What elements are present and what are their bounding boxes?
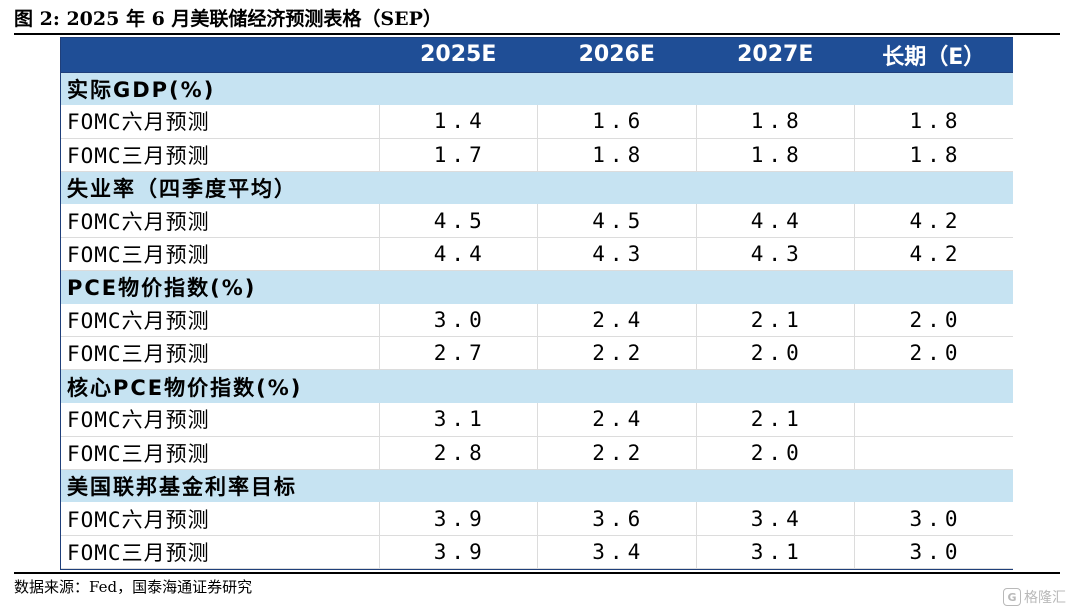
value-cell: 2.4: [537, 303, 696, 338]
row-label: FOMC六月预测: [61, 502, 379, 536]
table-row: FOMC三月预测 1.7 1.8 1.8 1.8: [61, 138, 1013, 172]
section-row: 失业率（四季度平均）: [61, 170, 1013, 205]
value-cell: 2.1: [695, 303, 855, 338]
value-cell: 1.8: [695, 138, 855, 172]
row-label: FOMC三月预测: [61, 535, 379, 570]
value-cell: 3.0: [854, 535, 1013, 570]
value-cell: 2.4: [537, 402, 696, 437]
value-cell: 2.0: [695, 436, 855, 470]
row-label: FOMC三月预测: [61, 237, 379, 272]
row-label: FOMC六月预测: [61, 204, 379, 238]
figure-title: 图 2: 2025 年 6 月美联储经济预测表格（SEP）: [14, 8, 442, 30]
table-row: FOMC六月预测 3.1 2.4 2.1: [61, 402, 1013, 437]
section-label: 核心PCE物价指数(%): [61, 369, 1013, 403]
value-cell: 2.0: [695, 336, 855, 371]
value-cell: 3.9: [378, 535, 538, 570]
value-cell: 4.3: [537, 237, 696, 272]
value-cell: 3.0: [378, 303, 538, 338]
header-row: 2025E 2026E 2027E 长期（E）: [61, 38, 1013, 73]
value-cell: 4.5: [378, 204, 538, 238]
value-cell: 1.8: [854, 105, 1013, 139]
section-label: 失业率（四季度平均）: [61, 170, 1013, 205]
value-cell: 3.0: [854, 502, 1013, 536]
value-cell: 2.1: [695, 402, 855, 437]
value-cell: [854, 436, 1013, 470]
header-cell-long-run: 长期（E）: [854, 38, 1013, 73]
value-cell: 2.2: [537, 436, 696, 470]
bottom-rule: [14, 572, 1060, 574]
watermark: G 格隆汇: [1003, 586, 1073, 608]
table-row: FOMC六月预测 3.9 3.6 3.4 3.0: [61, 502, 1013, 536]
value-cell: 4.2: [854, 237, 1013, 272]
table-row: FOMC三月预测 2.8 2.2 2.0: [61, 436, 1013, 470]
table-row: FOMC六月预测 4.5 4.5 4.4 4.2: [61, 204, 1013, 238]
header-cell-2026e: 2026E: [537, 38, 696, 73]
section-label: PCE物价指数(%): [61, 270, 1013, 304]
value-cell: 4.3: [695, 237, 855, 272]
value-cell: 2.8: [378, 436, 538, 470]
value-cell: 1.8: [537, 138, 696, 172]
row-label: FOMC六月预测: [61, 105, 379, 139]
value-cell: 4.5: [537, 204, 696, 238]
gelonghui-logo-icon: G: [1003, 588, 1021, 606]
sep-table: 2025E 2026E 2027E 长期（E） 实际GDP(%) FOMC六月预…: [61, 38, 1013, 570]
value-cell: 1.7: [378, 138, 538, 172]
value-cell: 4.4: [695, 204, 855, 238]
value-cell: 4.4: [378, 237, 538, 272]
row-label: FOMC六月预测: [61, 402, 379, 437]
value-cell: 3.4: [537, 535, 696, 570]
source-note: 数据来源：Fed，国泰海通证券研究: [14, 578, 253, 596]
section-label: 实际GDP(%): [61, 71, 1013, 106]
value-cell: 1.8: [695, 105, 855, 139]
value-cell: [854, 402, 1013, 437]
row-label: FOMC三月预测: [61, 336, 379, 371]
value-cell: 1.4: [378, 105, 538, 139]
value-cell: 2.2: [537, 336, 696, 371]
value-cell: 1.6: [537, 105, 696, 139]
watermark-text: 格隆汇: [1024, 590, 1066, 606]
table-row: FOMC六月预测 1.4 1.6 1.8 1.8: [61, 105, 1013, 139]
value-cell: 3.4: [695, 502, 855, 536]
value-cell: 2.0: [854, 336, 1013, 371]
sep-table-container: 2025E 2026E 2027E 长期（E） 实际GDP(%) FOMC六月预…: [60, 37, 1013, 570]
section-row: 核心PCE物价指数(%): [61, 369, 1013, 403]
value-cell: 3.6: [537, 502, 696, 536]
row-label: FOMC三月预测: [61, 436, 379, 470]
value-cell: 2.0: [854, 303, 1013, 338]
section-row: PCE物价指数(%): [61, 270, 1013, 304]
value-cell: 1.8: [854, 138, 1013, 172]
value-cell: 3.9: [378, 502, 538, 536]
value-cell: 3.1: [695, 535, 855, 570]
table-row: FOMC三月预测 2.7 2.2 2.0 2.0: [61, 336, 1013, 371]
section-row: 实际GDP(%): [61, 71, 1013, 106]
section-label: 美国联邦基金利率目标: [61, 468, 1013, 503]
table-row: FOMC三月预测 4.4 4.3 4.3 4.2: [61, 237, 1013, 272]
value-cell: 3.1: [378, 402, 538, 437]
section-row: 美国联邦基金利率目标: [61, 468, 1013, 503]
value-cell: 4.2: [854, 204, 1013, 238]
value-cell: 2.7: [378, 336, 538, 371]
row-label: FOMC六月预测: [61, 303, 379, 338]
top-rule: [14, 33, 1060, 35]
table-row: FOMC六月预测 3.0 2.4 2.1 2.0: [61, 303, 1013, 338]
row-label: FOMC三月预测: [61, 138, 379, 172]
header-cell-label: [61, 38, 379, 73]
header-cell-2025e: 2025E: [379, 38, 538, 73]
header-cell-2027e: 2027E: [696, 38, 855, 73]
table-row: FOMC三月预测 3.9 3.4 3.1 3.0: [61, 535, 1013, 570]
